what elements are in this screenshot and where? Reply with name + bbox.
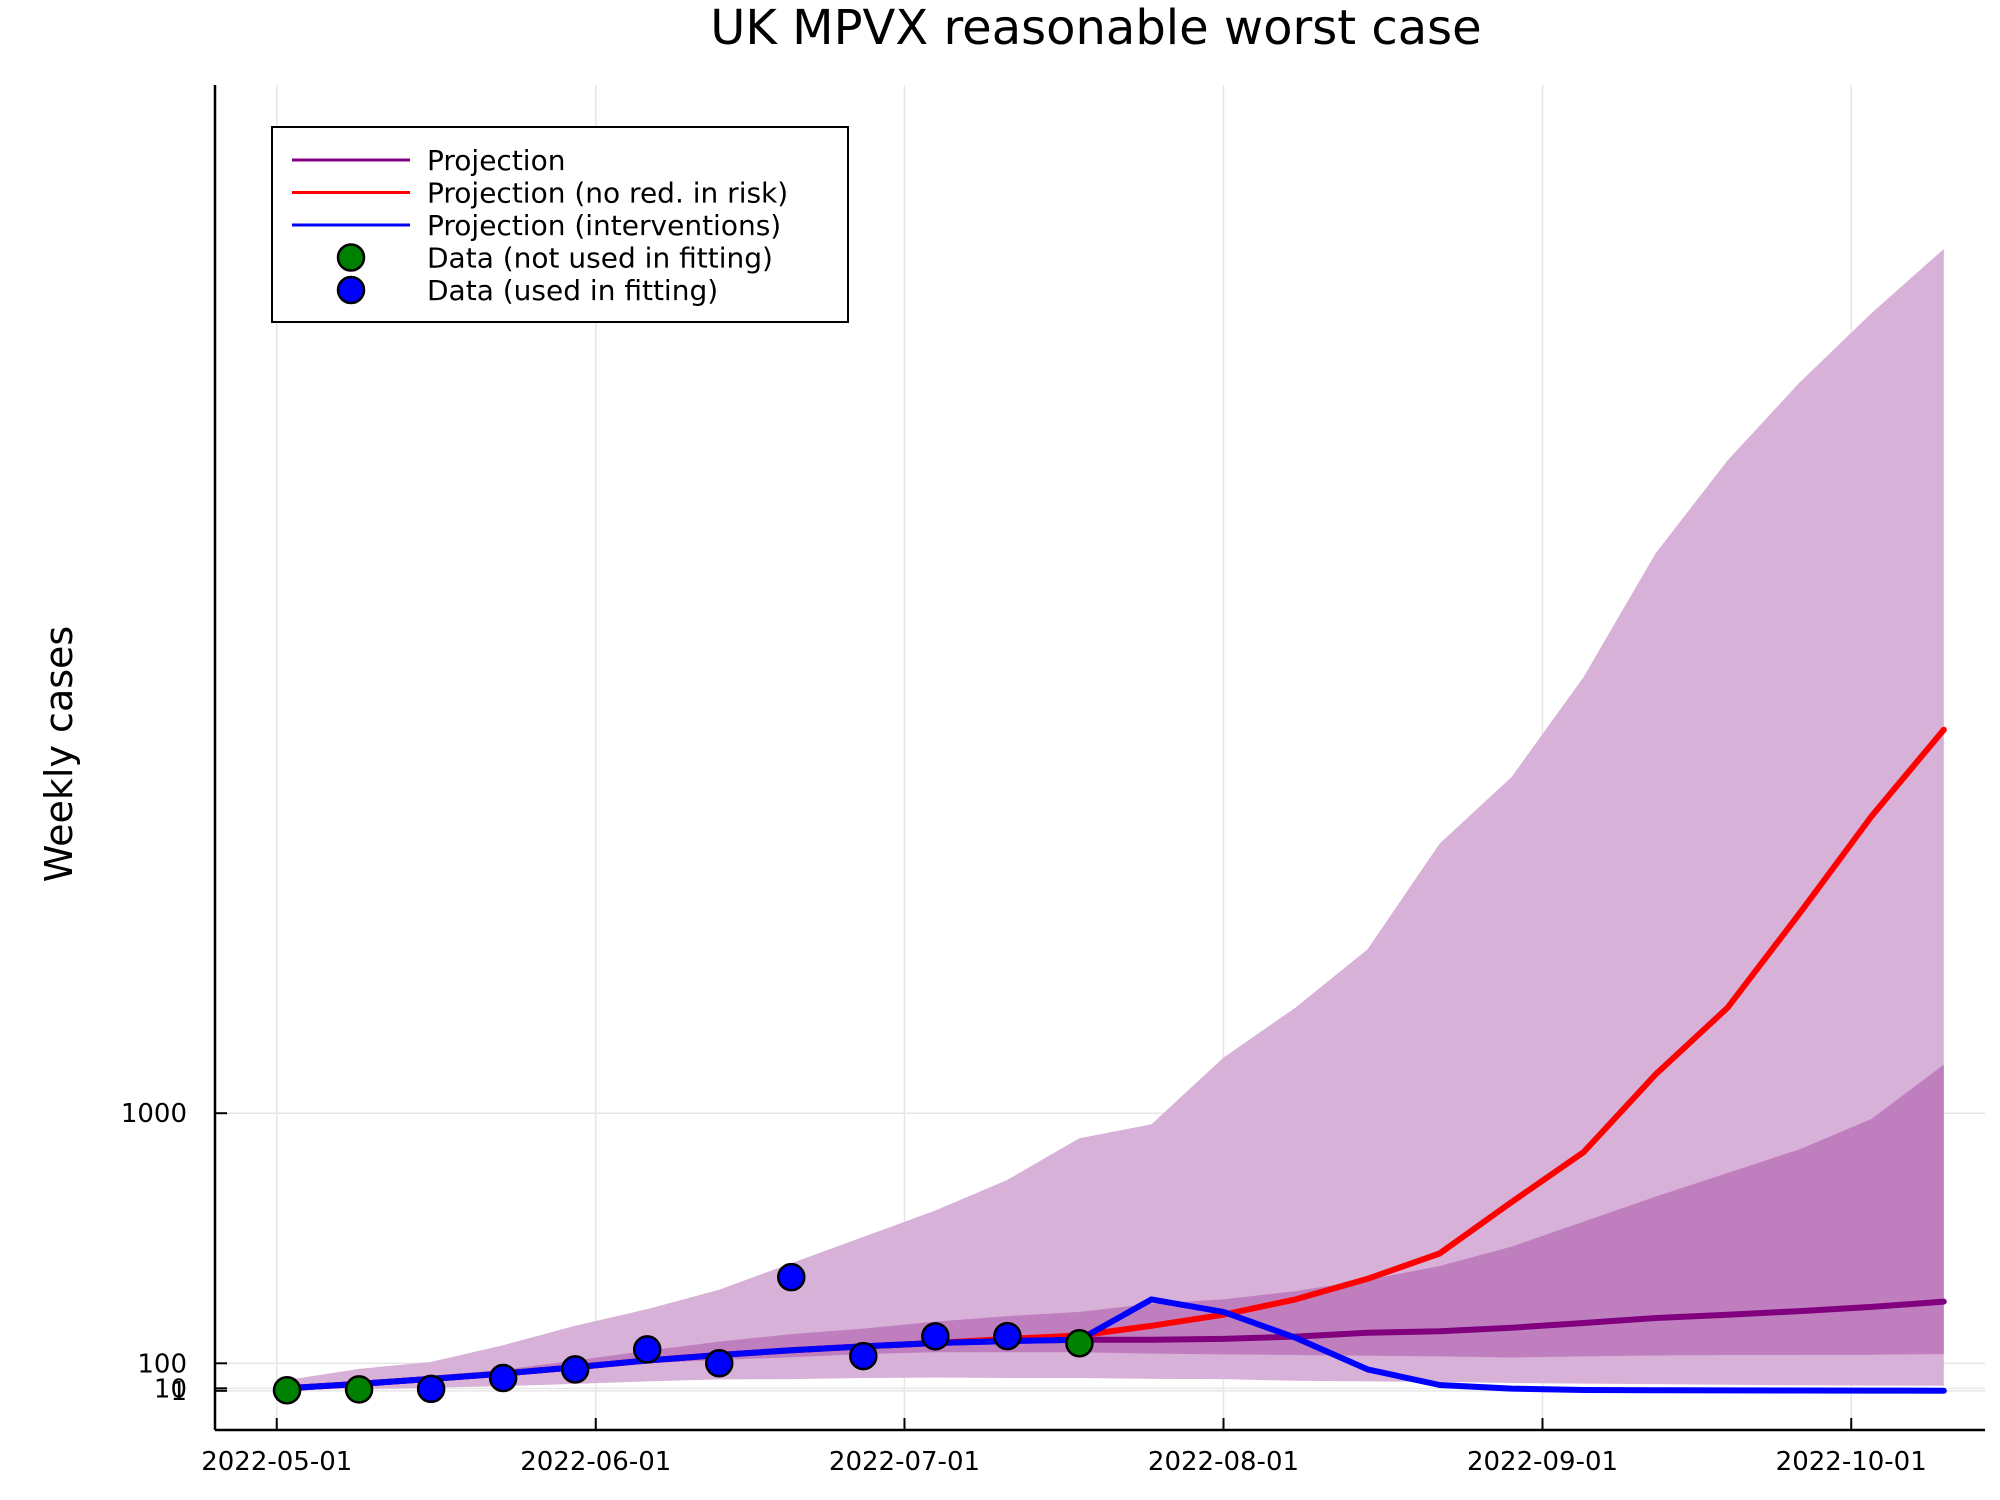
y-tick-label: 100 <box>137 1349 187 1379</box>
y-tick-label: 1 <box>170 1377 187 1407</box>
legend-swatch-marker <box>336 275 366 305</box>
chart-title: UK MPVX reasonable worst case <box>710 0 1481 56</box>
data-point-not-fitted <box>272 1376 302 1405</box>
data-point-fitted <box>849 1341 878 1371</box>
legend-label: Data (not used in fitting) <box>427 242 773 275</box>
axes <box>213 85 1985 1432</box>
legend-label: Projection <box>427 144 565 177</box>
x-tick-label: 2022-08-01 <box>1148 1447 1299 1477</box>
data-point-fitted <box>488 1363 518 1393</box>
data-point-fitted <box>921 1322 950 1351</box>
data-point-fitted <box>560 1355 590 1384</box>
x-tick-label: 2022-10-01 <box>1776 1447 1927 1477</box>
data-point-not-fitted <box>1065 1329 1094 1358</box>
data-point-fitted <box>704 1349 734 1378</box>
uncertainty-band-1 <box>287 249 1944 1390</box>
y-axis-label: Weekly cases <box>37 626 81 882</box>
x-tick-label: 2022-06-01 <box>520 1447 671 1477</box>
data-point-fitted <box>632 1335 662 1364</box>
uncertainty-band-2 <box>287 1064 1944 1389</box>
y-tick-label: 1000 <box>121 1099 187 1129</box>
legend-label: Projection (interventions) <box>427 209 781 242</box>
data-point-not-fitted <box>344 1375 374 1404</box>
x-tick-label: 2022-05-01 <box>201 1447 352 1477</box>
uncertainty-bands <box>287 249 1944 1390</box>
x-tick-label: 2022-07-01 <box>829 1447 980 1477</box>
y-tick-label: 10 <box>154 1374 187 1404</box>
data-point-fitted <box>416 1374 446 1404</box>
x-tick-labels: 2022-05-01 2022-06-01 2022-07-01 2022-08-01… <box>201 1447 1927 1477</box>
legend-label: Projection (no red. in risk) <box>427 177 788 210</box>
legend-swatch-marker <box>336 243 366 272</box>
data-point-fitted <box>993 1321 1022 1351</box>
legend-label: Data (used in fitting) <box>427 274 718 307</box>
data-points <box>272 1262 1094 1405</box>
x-tick-label: 2022-09-01 <box>1467 1447 1618 1477</box>
data-point-fitted <box>777 1262 806 1292</box>
